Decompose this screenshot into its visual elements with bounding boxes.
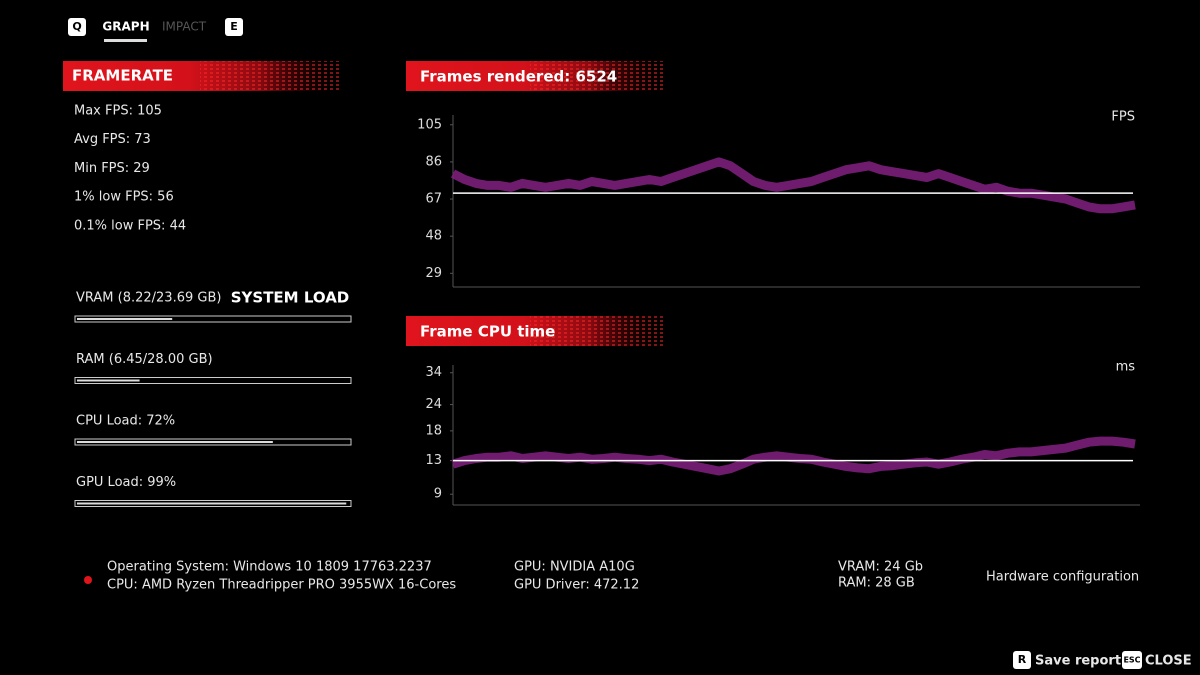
footer-button[interactable]: CLOSE bbox=[1145, 654, 1192, 669]
load-fill bbox=[77, 502, 347, 505]
status-dot bbox=[84, 576, 92, 584]
key-label: R bbox=[1018, 653, 1027, 666]
footer-button[interactable]: Save report bbox=[1035, 654, 1121, 669]
unit-label: FPS bbox=[1111, 110, 1135, 125]
key-icon bbox=[225, 18, 243, 36]
y-tick-label: 86 bbox=[425, 154, 442, 169]
tab[interactable]: IMPACT bbox=[162, 20, 207, 34]
y-tick-label: 105 bbox=[417, 117, 442, 132]
banner-glitch bbox=[200, 61, 340, 91]
banner-glitch bbox=[530, 316, 665, 346]
unit-label: ms bbox=[1116, 360, 1136, 375]
hw-info: Operating System: Windows 10 1809 17763.… bbox=[107, 560, 432, 575]
hw-button[interactable]: Hardware configuration bbox=[986, 570, 1139, 585]
load-track bbox=[74, 315, 352, 323]
y-tick-label: 48 bbox=[425, 229, 442, 244]
stat: Min FPS: 29 bbox=[74, 161, 150, 176]
stat: 0.1% low FPS: 44 bbox=[74, 218, 186, 233]
load-track bbox=[74, 377, 352, 384]
load-label: CPU Load: 72% bbox=[76, 414, 175, 429]
section-title: FRAMERATE bbox=[72, 67, 173, 85]
key-icon bbox=[1013, 651, 1031, 669]
key-icon bbox=[1122, 651, 1142, 669]
section-title: SYSTEM LOAD bbox=[231, 289, 350, 307]
hw-info: GPU: NVIDIA A10G bbox=[514, 560, 635, 575]
load-label: VRAM (8.22/23.69 GB) bbox=[76, 291, 221, 306]
y-tick-label: 24 bbox=[425, 397, 442, 412]
hw-info: RAM: 28 GB bbox=[838, 576, 915, 591]
y-tick-label: 9 bbox=[434, 487, 442, 502]
load-fill bbox=[77, 441, 273, 443]
load-track bbox=[74, 438, 352, 446]
banner-glitch bbox=[530, 61, 665, 91]
data-line bbox=[451, 436, 1136, 476]
hw-info: CPU: AMD Ryzen Threadripper PRO 3955WX 1… bbox=[107, 578, 456, 593]
y-tick-label: 29 bbox=[425, 266, 442, 281]
tab[interactable]: GRAPH bbox=[102, 20, 149, 34]
load-fill bbox=[77, 379, 140, 382]
y-tick-label: 67 bbox=[425, 192, 442, 207]
y-tick-label: 18 bbox=[425, 423, 442, 438]
load-label: GPU Load: 99% bbox=[76, 475, 176, 490]
load-fill bbox=[77, 318, 173, 320]
stat: Max FPS: 105 bbox=[74, 104, 162, 119]
y-tick-label: 13 bbox=[425, 453, 442, 468]
load-label: RAM (6.45/28.00 GB) bbox=[76, 352, 213, 367]
y-tick-label: 34 bbox=[425, 365, 442, 380]
key-icon bbox=[68, 18, 86, 36]
stat: 1% low FPS: 56 bbox=[74, 190, 174, 205]
graph-title: Frame CPU time bbox=[420, 323, 555, 341]
graph-title: Frames rendered: 6524 bbox=[420, 68, 617, 86]
stat: Avg FPS: 73 bbox=[74, 132, 151, 147]
key-label: Q bbox=[72, 20, 81, 33]
hw-info: GPU Driver: 472.12 bbox=[514, 578, 639, 593]
hw-info: VRAM: 24 Gb bbox=[838, 560, 923, 575]
load-track bbox=[74, 500, 352, 507]
data-line bbox=[450, 157, 1136, 214]
tab-underline bbox=[104, 39, 147, 42]
key-label: ESC bbox=[1123, 656, 1140, 665]
key-label: E bbox=[230, 20, 238, 33]
